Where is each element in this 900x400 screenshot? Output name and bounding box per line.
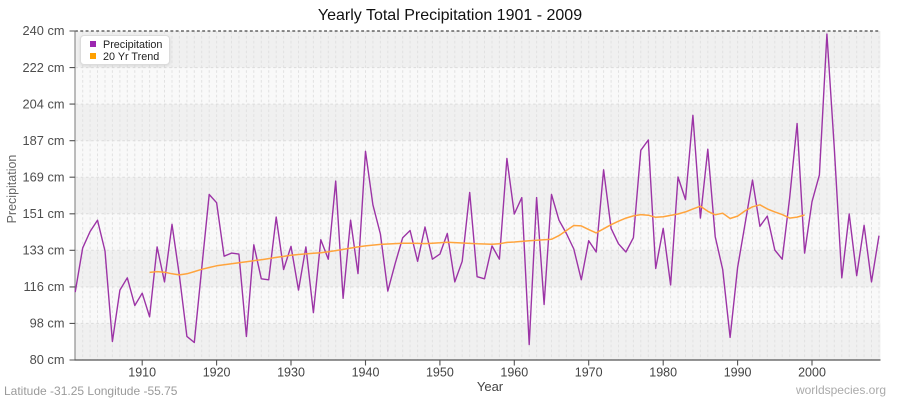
svg-text:2000: 2000 bbox=[798, 366, 826, 380]
svg-text:133 cm: 133 cm bbox=[23, 243, 65, 258]
svg-text:80 cm: 80 cm bbox=[30, 352, 65, 367]
svg-text:240 cm: 240 cm bbox=[23, 23, 65, 38]
svg-text:1980: 1980 bbox=[649, 366, 677, 380]
svg-text:169 cm: 169 cm bbox=[23, 169, 65, 184]
svg-text:1910: 1910 bbox=[128, 366, 156, 380]
svg-text:1950: 1950 bbox=[426, 366, 454, 380]
svg-text:222 cm: 222 cm bbox=[23, 60, 65, 75]
svg-text:1940: 1940 bbox=[352, 366, 380, 380]
svg-text:151 cm: 151 cm bbox=[23, 206, 65, 221]
svg-text:1960: 1960 bbox=[500, 366, 528, 380]
svg-text:116 cm: 116 cm bbox=[23, 279, 64, 294]
svg-text:1990: 1990 bbox=[724, 366, 752, 380]
svg-text:1920: 1920 bbox=[203, 366, 231, 380]
svg-text:1930: 1930 bbox=[277, 366, 305, 380]
svg-text:1970: 1970 bbox=[575, 366, 603, 380]
svg-text:98 cm: 98 cm bbox=[30, 316, 65, 331]
svg-text:204 cm: 204 cm bbox=[23, 96, 65, 111]
svg-text:187 cm: 187 cm bbox=[23, 133, 65, 148]
